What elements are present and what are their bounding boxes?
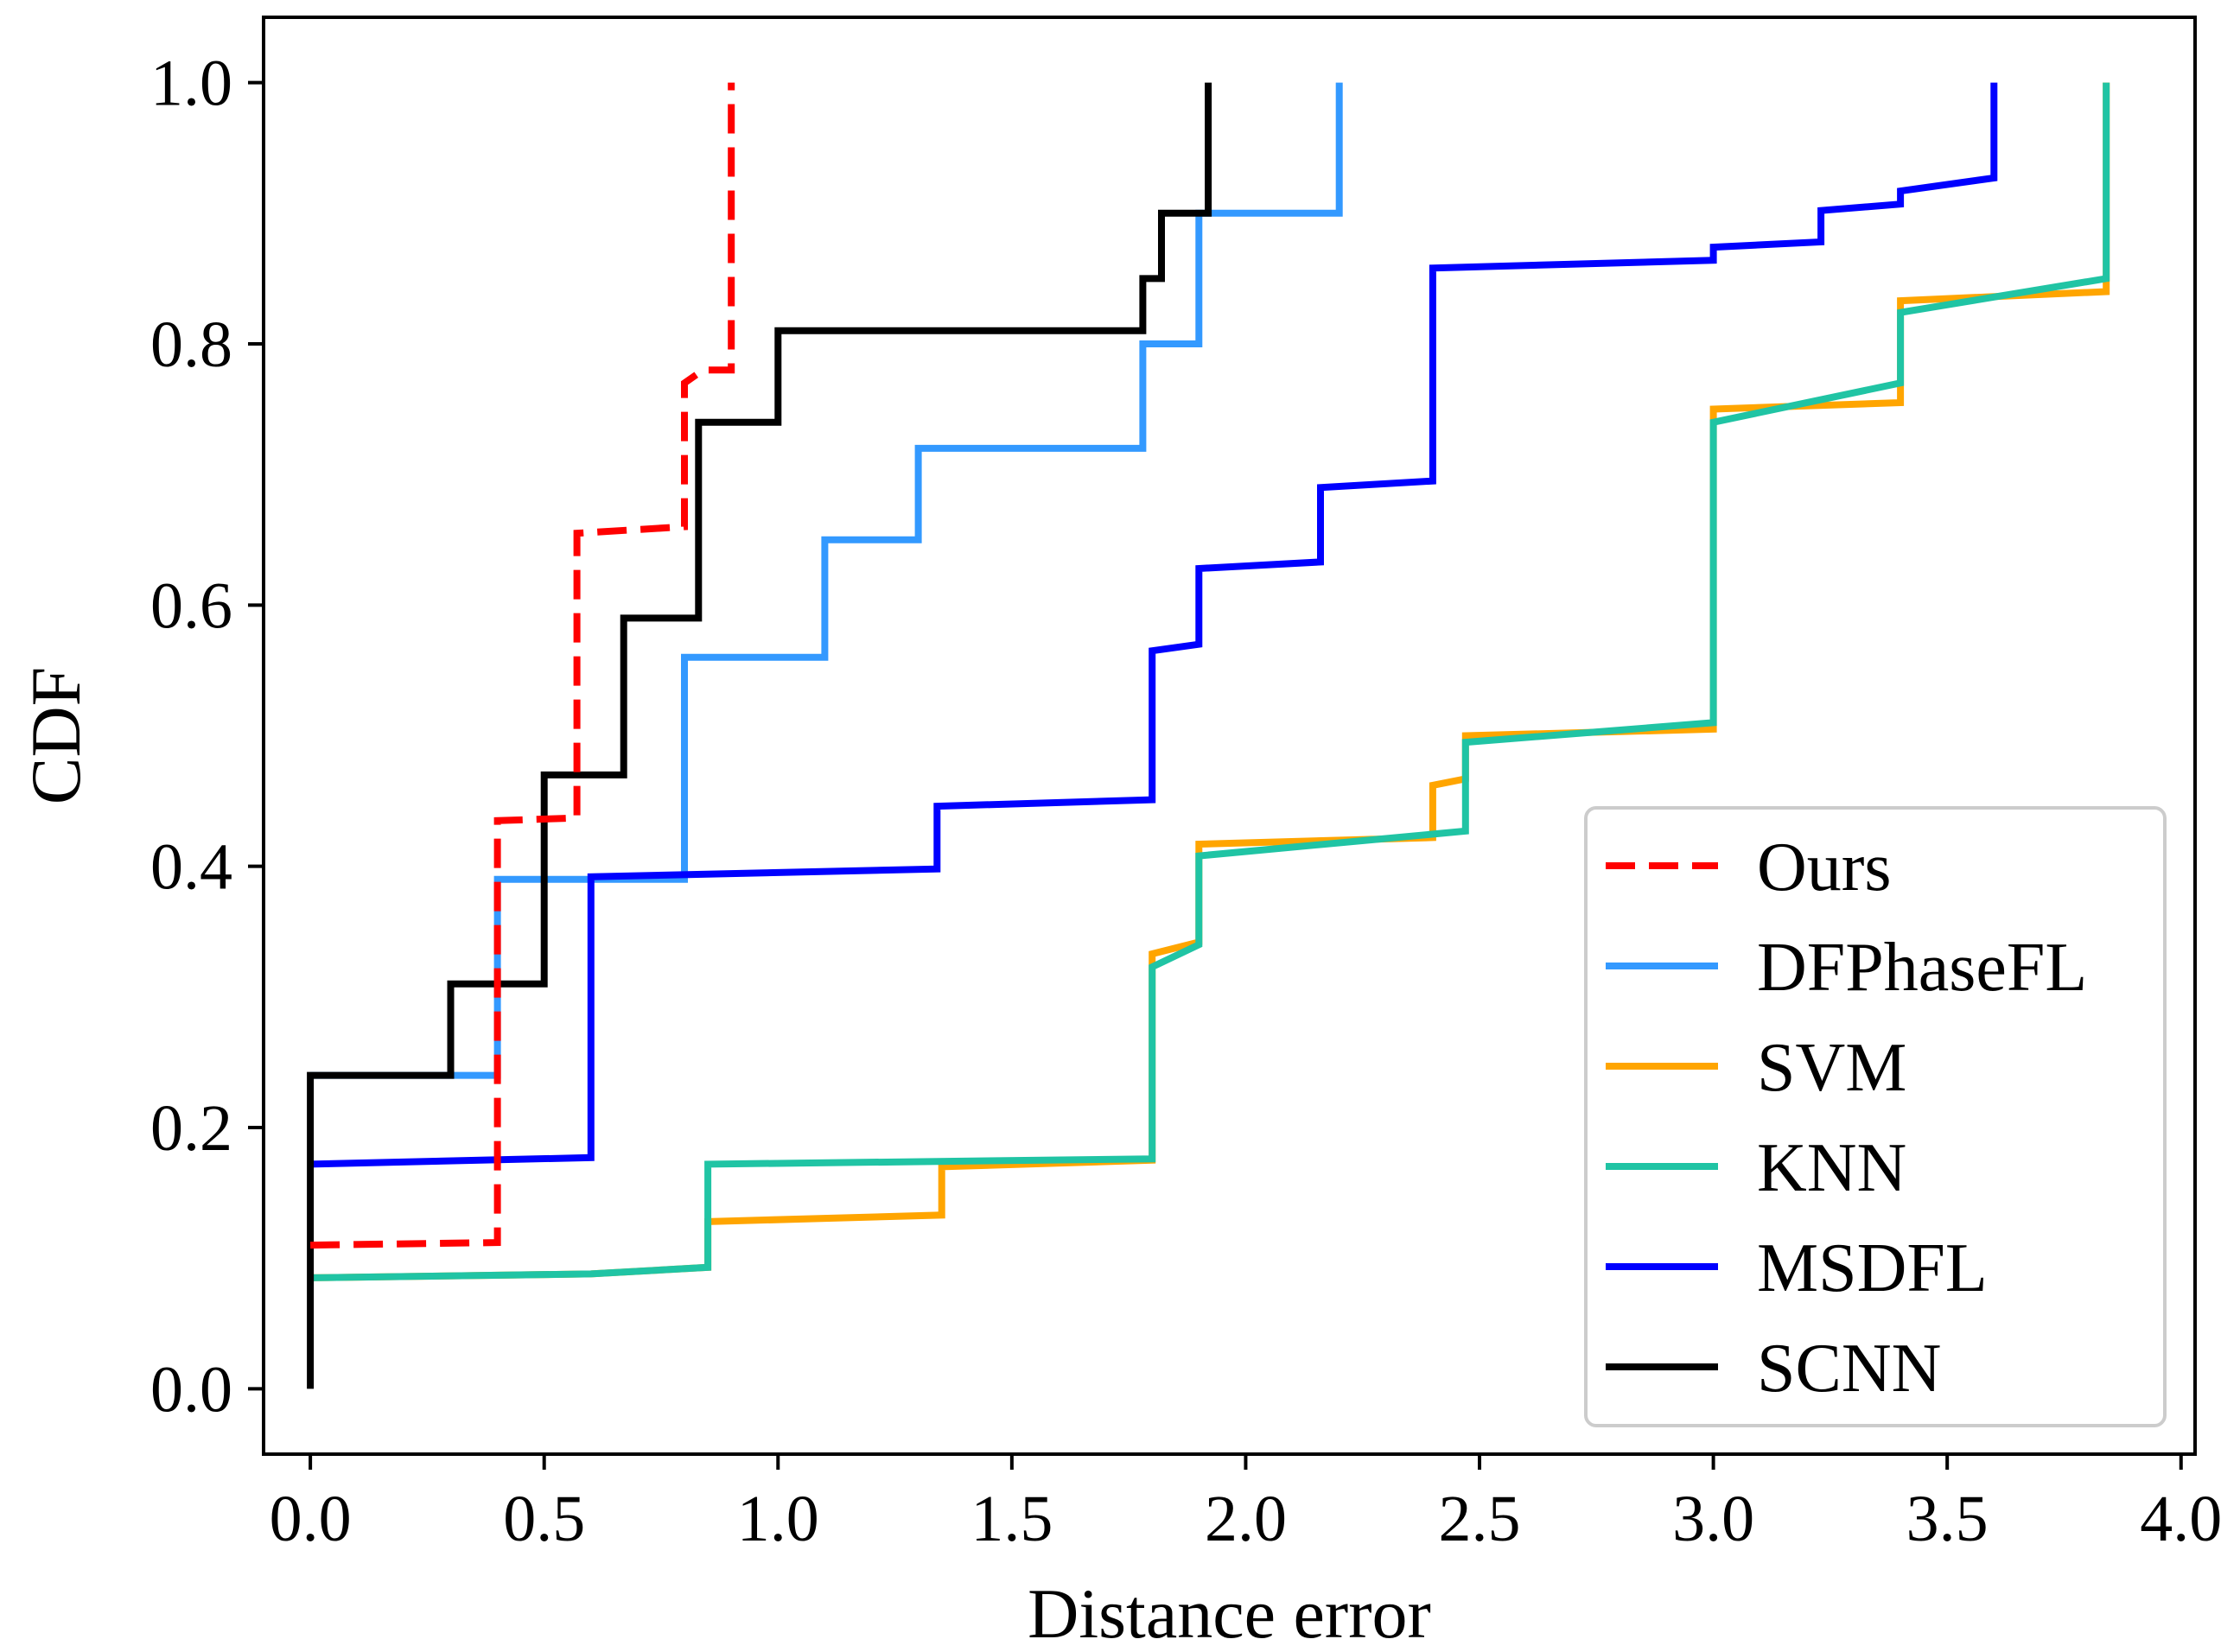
y-tick-label: 1.0 xyxy=(150,48,232,120)
x-tick-label: 2.5 xyxy=(1439,1483,1521,1555)
legend-label: SVM xyxy=(1757,1030,1906,1106)
legend-item: KNN xyxy=(1606,1130,1906,1206)
series-layer xyxy=(307,82,2110,1389)
y-tick-label: 0.8 xyxy=(150,308,232,381)
legend-label: MSDFL xyxy=(1757,1230,1988,1306)
legend-item: DFPhaseFL xyxy=(1606,930,2087,1006)
series-line-msdfl xyxy=(310,82,1998,1168)
legend-label: DFPhaseFL xyxy=(1757,930,2087,1006)
x-tick-label: 4.0 xyxy=(2140,1483,2222,1555)
legend-item: SVM xyxy=(1606,1030,1906,1106)
legend-box xyxy=(1584,806,2167,1427)
legend-item: SCNN xyxy=(1606,1331,1941,1407)
y-tick-label: 0.4 xyxy=(150,831,232,904)
x-tick-label: 3.0 xyxy=(1672,1483,1754,1555)
series-line-svm xyxy=(310,82,2110,1281)
legend-item: MSDFL xyxy=(1606,1230,1988,1306)
x-tick-label: 1.5 xyxy=(970,1483,1053,1555)
series-line-dfphasefl xyxy=(310,82,1343,1079)
y-tick-label: 0.0 xyxy=(150,1353,232,1426)
x-tick-label: 0.5 xyxy=(503,1483,585,1555)
y-axis-label: CDF xyxy=(16,667,95,805)
x-tick-label: 3.5 xyxy=(1906,1483,1989,1555)
x-tick-label: 1.0 xyxy=(737,1483,819,1555)
legend-label: Ours xyxy=(1757,829,1892,905)
legend-item: Ours xyxy=(1606,829,1892,905)
plot-frame xyxy=(262,16,2197,1456)
ticks-layer: 0.0 0.5 1.0 1.5 2.0 2.5 3.0 3.5 4.0 0.0 0.2 0.4 0.6 0… xyxy=(150,48,2222,1555)
x-tick-label: 2.0 xyxy=(1205,1483,1287,1555)
series-line-ours xyxy=(310,82,735,1249)
y-tick-label: 0.6 xyxy=(150,569,232,642)
legend-label: SCNN xyxy=(1757,1331,1941,1407)
legend: Ours DFPhaseFL SVM KNN MSDFL SCNN xyxy=(1584,806,2167,1427)
series-line-scnn xyxy=(307,82,1212,1389)
y-tick-label: 0.2 xyxy=(150,1092,232,1165)
x-axis-label: Distance error xyxy=(1028,1574,1431,1652)
x-tick-label: 0.0 xyxy=(270,1483,352,1555)
legend-label: KNN xyxy=(1757,1130,1906,1206)
series-line-knn xyxy=(310,82,2110,1281)
